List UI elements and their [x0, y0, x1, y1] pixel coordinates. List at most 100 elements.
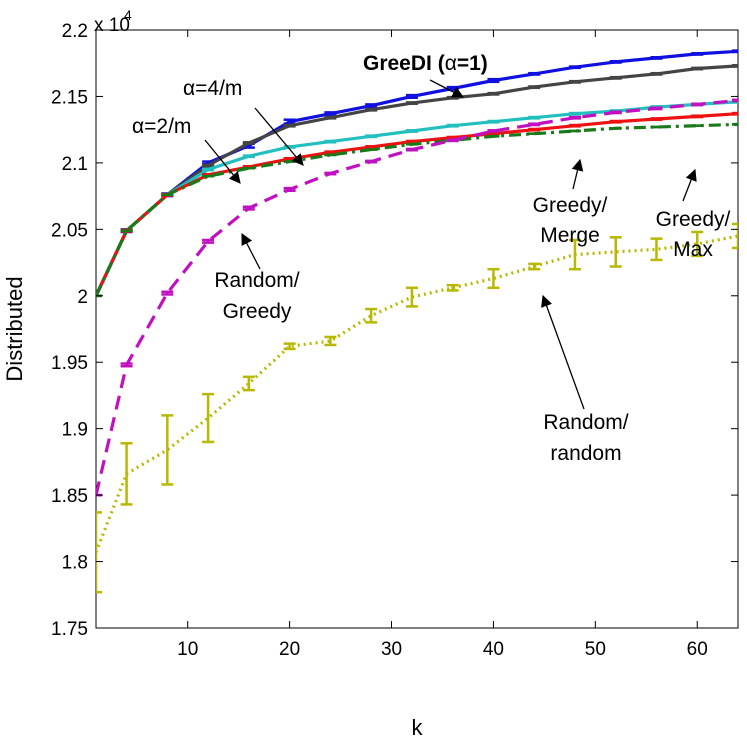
error-bar [528, 262, 541, 271]
x-tick-label: 40 [483, 639, 504, 660]
y-tick-label: 1.95 [51, 353, 88, 374]
error-bar [365, 134, 378, 139]
error-bar [487, 129, 500, 133]
error-bar [405, 147, 418, 152]
y-tick-label: 1.75 [51, 619, 88, 640]
annotation-text: Greedy/ [533, 194, 608, 217]
annotation-text: random [550, 442, 621, 465]
series-random-random [96, 222, 738, 594]
annotation-greedi: GreeDI (α=1) [363, 52, 488, 98]
error-bar [120, 362, 133, 368]
error-bar [202, 392, 215, 444]
series-random-greedy [96, 98, 738, 497]
error-bar [691, 230, 704, 258]
y-tick-label: 1.8 [62, 553, 88, 574]
error-bar [242, 154, 255, 159]
error-bar [242, 205, 255, 211]
error-bar [120, 442, 133, 506]
series-line-random-random [96, 234, 738, 553]
x-tick-label: 20 [279, 639, 300, 660]
annotation-alpha-4-m: α=4/m [183, 77, 304, 166]
annotation-text: Random/ [543, 411, 628, 434]
annotation-arrow [204, 139, 241, 184]
error-bar [609, 119, 622, 124]
error-bar [609, 59, 622, 64]
y-multiplier-label: x 10 [94, 15, 130, 36]
series-layer [96, 49, 738, 594]
error-bar [283, 342, 296, 351]
annotation-arrow [682, 168, 697, 202]
annotation-text: α=2/m [132, 115, 191, 138]
error-bar [528, 115, 541, 120]
annotation-arrow [541, 294, 585, 410]
error-bar [283, 123, 296, 128]
y-tick-label: 2.05 [51, 220, 88, 241]
annotation-alpha-2-m: α=2/m [132, 115, 241, 184]
error-bar [405, 129, 418, 133]
error-bar [732, 111, 738, 116]
error-bar [324, 111, 337, 117]
annotation-text: Greedy [223, 300, 292, 323]
error-bar [650, 237, 663, 262]
x-tick-label: 60 [687, 639, 708, 660]
error-bar [732, 222, 738, 250]
error-bar [446, 138, 459, 143]
error-bar [242, 375, 255, 392]
error-bar [324, 335, 337, 347]
error-bar [202, 167, 215, 172]
annotation-greedy-max: Greedy/Max [656, 168, 731, 261]
tick-layer: 10 20 30 40 50 60 1.75 1.8 1.85 1.9 1.95 2 2.05 2.1 2.… [51, 21, 738, 660]
error-bar [405, 93, 418, 100]
error-bar [487, 267, 500, 290]
error-bar [528, 71, 541, 76]
error-bar [732, 49, 738, 54]
error-bar [283, 145, 296, 149]
annotation-text: Greedy/ [656, 208, 731, 231]
error-bar [365, 107, 378, 112]
x-tick-label: 10 [177, 639, 198, 660]
x-tick-label: 50 [585, 639, 606, 660]
error-bar [691, 66, 704, 71]
x-tick-label: 30 [381, 639, 402, 660]
error-bar [650, 55, 663, 60]
error-bar [202, 238, 215, 244]
error-bar [650, 71, 663, 76]
y-tick-label: 1.85 [51, 486, 88, 507]
error-bar [365, 103, 378, 109]
y-tick-label: 2.1 [62, 154, 88, 175]
error-bar [568, 115, 581, 120]
error-bar [446, 123, 459, 128]
annotation-random-random: Random/random [541, 294, 629, 465]
error-bar [732, 98, 738, 103]
annotation-text: GreeDI (α=1) [363, 52, 488, 75]
error-bar [446, 95, 459, 100]
error-bar [568, 79, 581, 84]
error-bar [446, 283, 459, 292]
error-bar [691, 52, 704, 56]
error-bar [691, 102, 704, 107]
error-bar [609, 110, 622, 115]
error-bar [161, 414, 174, 486]
error-bar [161, 290, 174, 296]
error-bar [528, 85, 541, 90]
error-bar [650, 117, 663, 121]
error-bar [202, 163, 215, 168]
annotation-arrow [571, 158, 584, 190]
error-bar [732, 63, 738, 68]
error-bar [568, 238, 581, 271]
annotation-text: α=4/m [183, 77, 242, 100]
error-bar [528, 122, 541, 127]
annotation-arrow [429, 79, 465, 98]
error-bar [650, 106, 663, 111]
error-bar [365, 159, 378, 164]
annotation-arrow [254, 107, 304, 166]
series-alpha-4-m [96, 63, 738, 298]
error-bar [283, 186, 296, 193]
error-bar [487, 91, 500, 96]
y-tick-label: 2.15 [51, 87, 88, 108]
error-bar [242, 141, 255, 145]
y-tick-label: 2.2 [62, 21, 88, 42]
error-bar [324, 150, 337, 155]
error-bar [365, 307, 378, 324]
error-bar [487, 119, 500, 124]
